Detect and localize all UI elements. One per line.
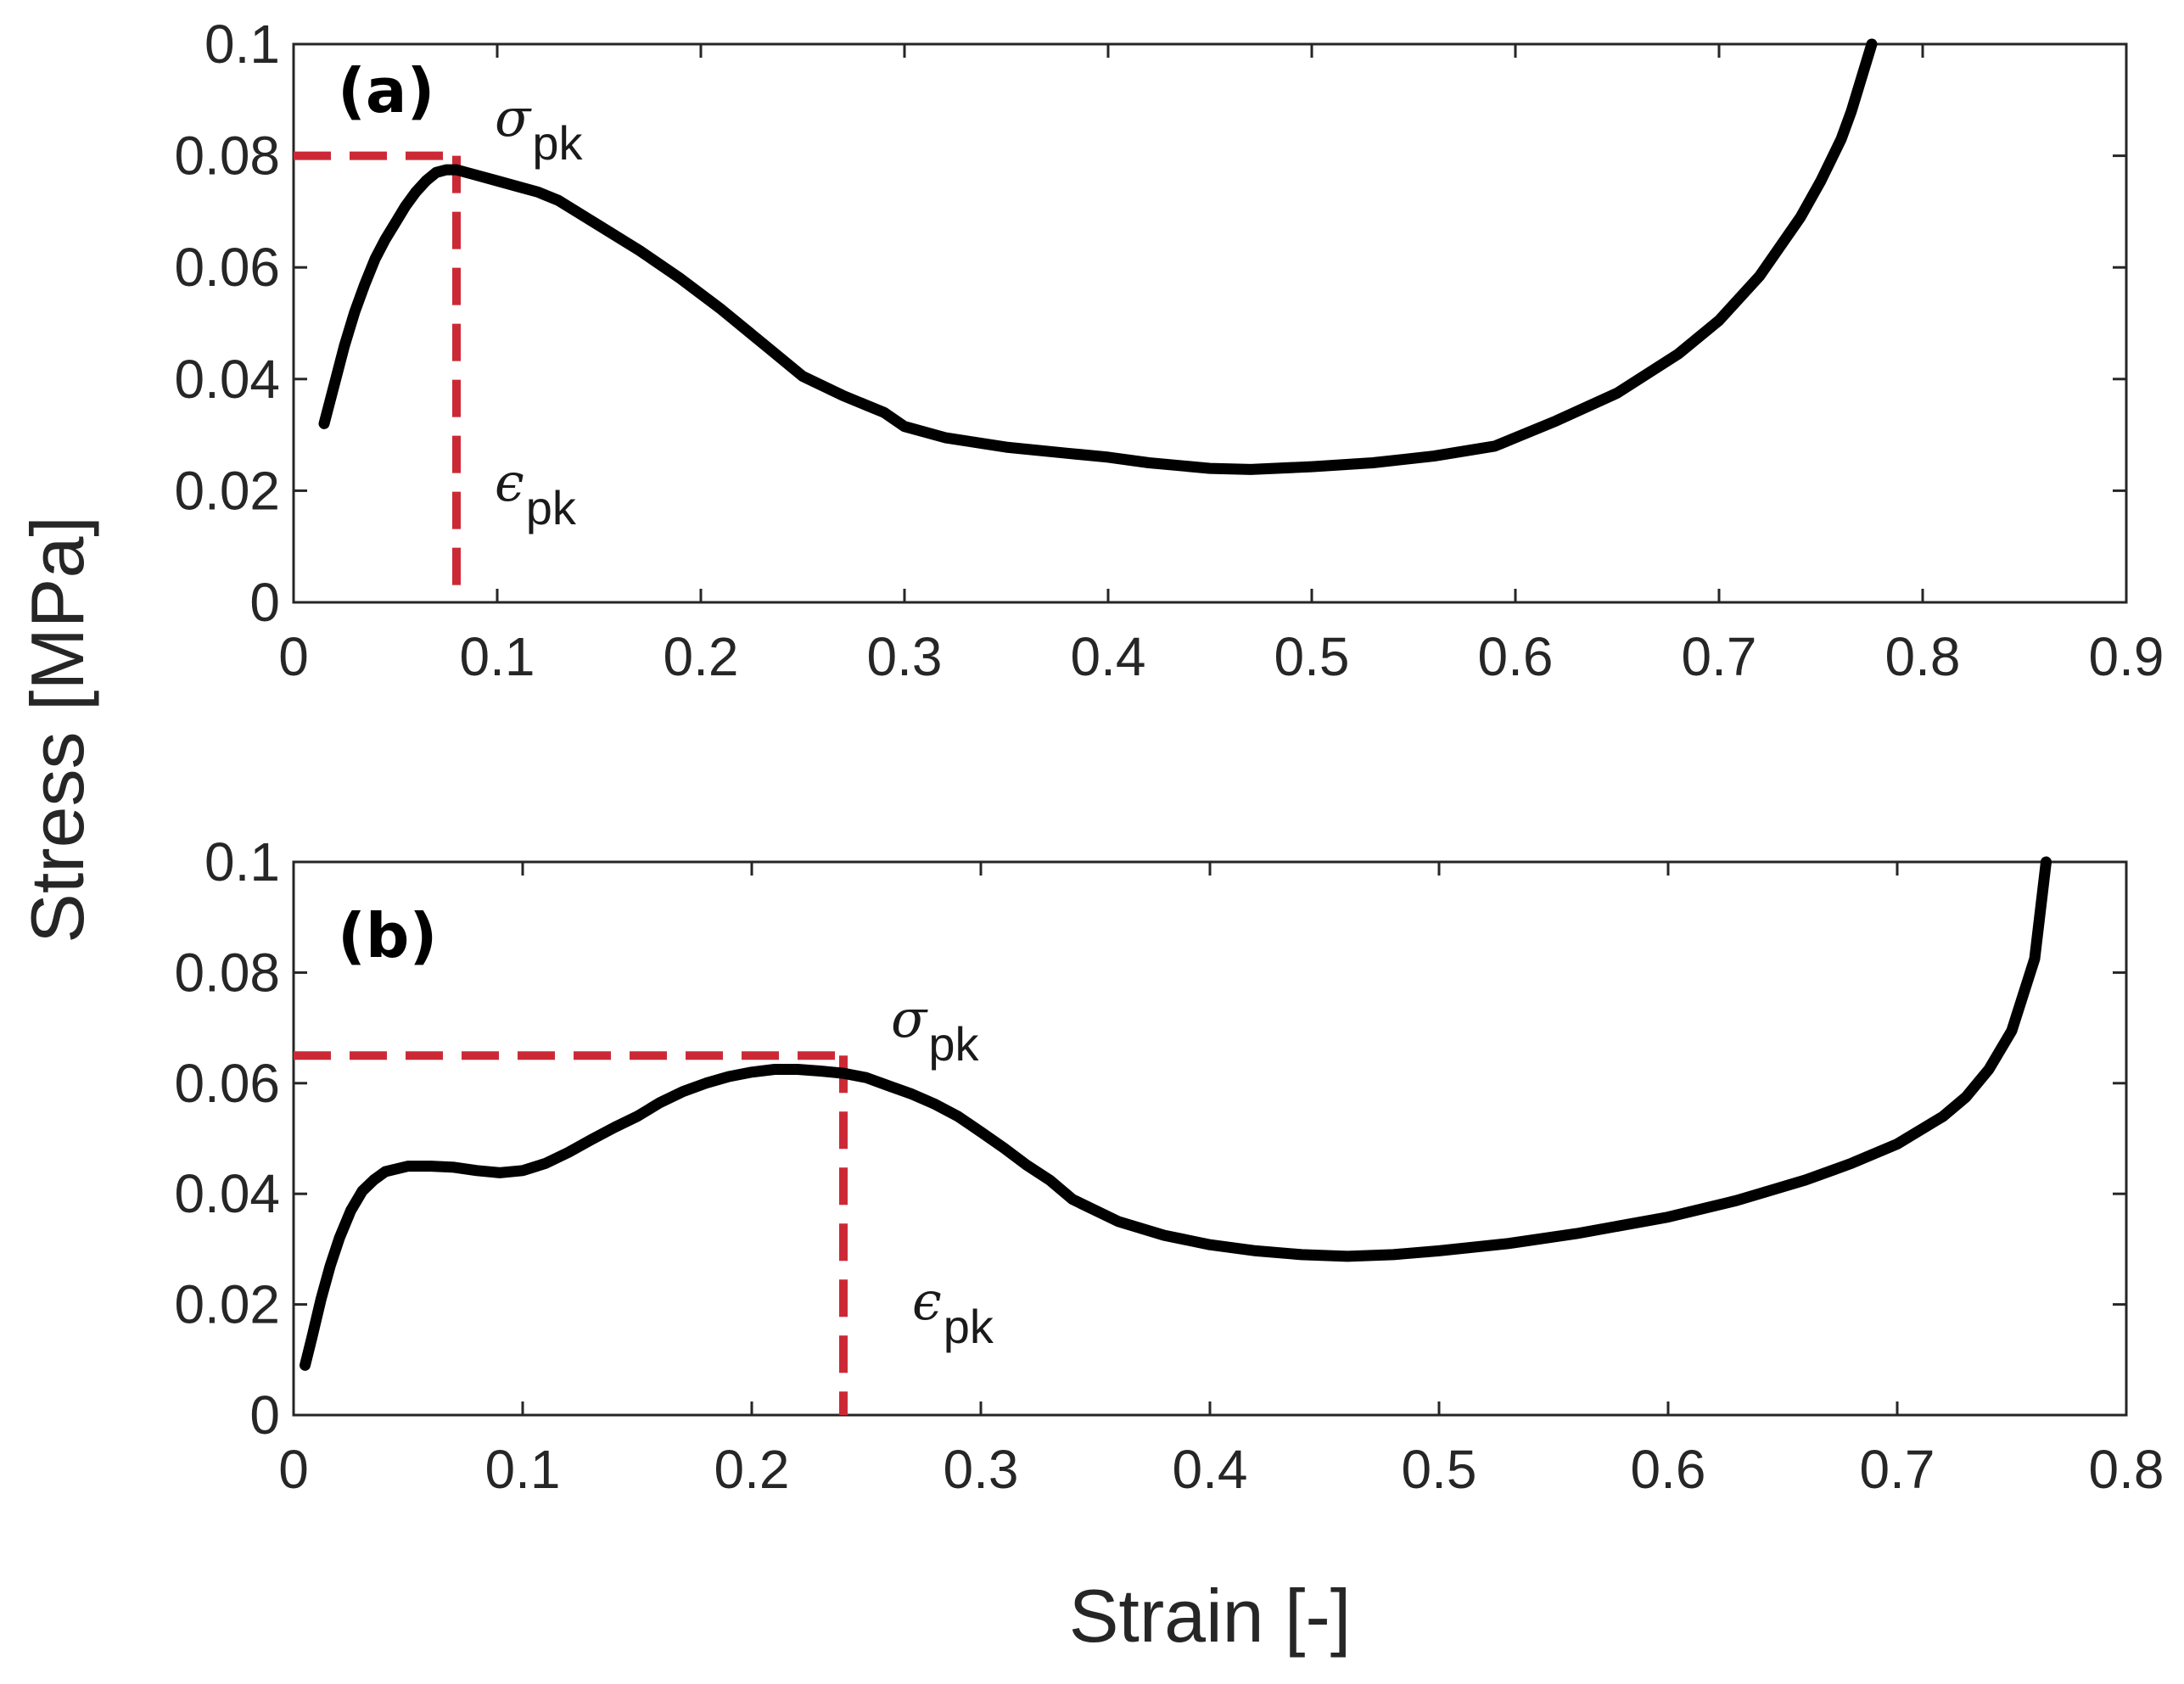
x-tick-label: 0.5 — [1274, 626, 1350, 687]
x-tick-label: 0.2 — [714, 1439, 790, 1500]
panel-a-frame — [292, 42, 2128, 604]
y-tick-label: 0.1 — [204, 831, 280, 892]
y-tick-label: 0.04 — [174, 349, 280, 410]
x-tick-label: 0.1 — [485, 1439, 561, 1500]
panel-b-epsilon-pk-annotation: ϵpk — [912, 1270, 994, 1353]
x-tick-label: 0 — [278, 1439, 309, 1500]
epsilon-subscript: pk — [526, 481, 577, 534]
x-tick-label: 0.7 — [1860, 1439, 1935, 1500]
shared-x-axis-title: Strain [-] — [1069, 1574, 1352, 1658]
y-tick-label: 0.1 — [204, 14, 280, 75]
y-tick-label: 0.08 — [174, 126, 280, 187]
panel-a-label: (a) — [338, 55, 434, 126]
panel-b-label: (b) — [338, 900, 437, 971]
x-tick-label: 0 — [278, 626, 309, 687]
y-tick-label: 0.02 — [174, 460, 280, 521]
x-tick-label: 0.9 — [2089, 626, 2164, 687]
panel-b-stress-strain-curve — [300, 856, 2052, 1371]
panel-a-peak-markers — [294, 151, 461, 602]
y-tick-label: 0.06 — [174, 237, 280, 298]
panel-a-epsilon-pk-annotation: ϵpk — [495, 451, 577, 534]
x-tick-label: 0.7 — [1682, 626, 1757, 687]
epsilon-symbol: ϵ — [912, 1270, 942, 1332]
panel-a-sigma-pk-annotation: σpk — [495, 87, 583, 170]
panel-b-sigma-pk-annotation: σpk — [891, 987, 979, 1071]
x-tick-label: 0.3 — [944, 1439, 1019, 1500]
y-tick-label: 0.04 — [174, 1163, 280, 1224]
sigma-symbol: σ — [495, 87, 532, 148]
panel-b-peak-markers — [294, 1051, 848, 1415]
sigma-symbol: σ — [891, 987, 928, 1049]
x-tick-label: 0.6 — [1478, 626, 1554, 687]
panel-a-stress-strain-curve — [318, 38, 1878, 475]
x-tick-label: 0.8 — [2089, 1439, 2164, 1500]
epsilon-symbol: ϵ — [495, 451, 524, 513]
x-tick-label: 0.3 — [867, 626, 943, 687]
panel-a: 0 0.1 0.2 0.3 0.4 0.5 0.6 0.7 0.8 0.9 0 0.02 0.04 0.0… — [174, 14, 2164, 687]
x-tick-label: 0.8 — [1885, 626, 1961, 687]
y-tick-label: 0 — [249, 572, 280, 633]
x-tick-label: 0.5 — [1402, 1439, 1477, 1500]
panel-b: 0 0.1 0.2 0.3 0.4 0.5 0.6 0.7 0.8 0 0.02 0.04 0.06 0.… — [174, 831, 2164, 1500]
y-tick-label: 0 — [249, 1385, 280, 1446]
x-tick-label: 0.6 — [1631, 1439, 1706, 1500]
sigma-subscript: pk — [928, 1017, 979, 1071]
x-tick-label: 0.2 — [664, 626, 739, 687]
sigma-subscript: pk — [532, 116, 583, 170]
panel-b-axis-ticks: 0 0.1 0.2 0.3 0.4 0.5 0.6 0.7 0.8 0 0.02 0.04 0.06 0.… — [174, 831, 2164, 1500]
shared-y-axis-title: Stress [MPa] — [15, 516, 99, 943]
y-tick-label: 0.08 — [174, 942, 280, 1003]
x-tick-label: 0.1 — [460, 626, 535, 687]
y-tick-label: 0.02 — [174, 1274, 280, 1335]
x-tick-label: 0.4 — [1173, 1439, 1248, 1500]
panel-a-axis-ticks: 0 0.1 0.2 0.3 0.4 0.5 0.6 0.7 0.8 0.9 0 0.02 0.04 0.0… — [174, 14, 2164, 687]
x-tick-label: 0.4 — [1071, 626, 1146, 687]
epsilon-subscript: pk — [944, 1300, 994, 1353]
y-tick-label: 0.06 — [174, 1053, 280, 1114]
